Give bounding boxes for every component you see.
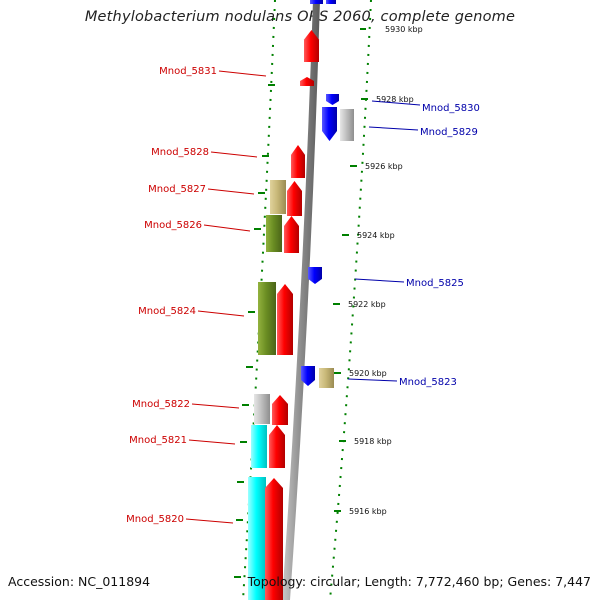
scale-tick-label-5926-kbp: 5926 kbp xyxy=(365,162,403,171)
leader-line-mnod-5820 xyxy=(185,518,234,524)
gene-label-mnod-5825[interactable]: Mnod_5825 xyxy=(406,278,464,289)
top-partial-blue-box xyxy=(310,0,323,4)
gene-label-mnod-5830[interactable]: Mnod_5830 xyxy=(422,103,480,114)
cyan-ortholog-box xyxy=(251,425,267,468)
gene-mnod-5826[interactable] xyxy=(284,216,299,253)
cyan-ortholog-box-2 xyxy=(248,477,266,600)
gene-label-mnod-5828[interactable]: Mnod_5828 xyxy=(151,147,209,158)
gene-label-mnod-5820[interactable]: Mnod_5820 xyxy=(126,514,184,525)
genome-summary-text: Topology: circular; Length: 7,772,460 bp… xyxy=(247,574,591,589)
gene-mnod-5825[interactable] xyxy=(308,267,322,284)
scale-tick-label-5922-kbp: 5922 kbp xyxy=(348,300,386,309)
unlabeled-forward-gene xyxy=(304,30,319,62)
top-partial-blue-box-2 xyxy=(326,0,336,4)
khaki-ortholog-box xyxy=(270,180,286,214)
leader-line-mnod-5831 xyxy=(218,70,267,77)
gene-label-mnod-5831[interactable]: Mnod_5831 xyxy=(159,66,217,77)
page-title: Methylobacterium nodulans ORS 2060, comp… xyxy=(84,9,516,25)
gene-label-mnod-5821[interactable]: Mnod_5821 xyxy=(129,435,187,446)
leader-line-mnod-5824 xyxy=(197,310,245,317)
leader-line-mnod-5826 xyxy=(203,224,251,232)
scale-tick-label-5918-kbp: 5918 kbp xyxy=(354,437,392,446)
gene-mnod-5830[interactable] xyxy=(326,94,339,105)
genome-backbone xyxy=(282,0,320,600)
scale-tick-label-5920-kbp: 5920 kbp xyxy=(349,369,387,378)
gene-mnod-5823[interactable] xyxy=(301,366,315,386)
grey-ortholog-box-2 xyxy=(254,394,270,424)
accession-text: Accession: NC_011894 xyxy=(8,574,151,589)
gene-label-mnod-5823[interactable]: Mnod_5823 xyxy=(399,377,457,388)
gene-mnod-5831[interactable] xyxy=(300,77,314,86)
gene-mnod-5828[interactable] xyxy=(291,145,305,178)
grey-ortholog-box xyxy=(340,109,354,141)
leader-line-mnod-5825 xyxy=(354,278,405,283)
olive-ortholog-box xyxy=(266,215,282,252)
scale-tick-label-5916-kbp: 5916 kbp xyxy=(349,507,387,516)
olive-ortholog-box-2 xyxy=(258,282,276,355)
gene-mnod-5822[interactable] xyxy=(272,395,288,425)
gene-label-mnod-5822[interactable]: Mnod_5822 xyxy=(132,399,190,410)
gene-mnod-5827[interactable] xyxy=(287,181,302,216)
leader-line-mnod-5822 xyxy=(191,403,240,409)
leader-line-mnod-5830 xyxy=(371,100,421,106)
leader-line-mnod-5821 xyxy=(188,439,236,445)
leader-line-mnod-5828 xyxy=(210,151,258,158)
gene-label-mnod-5824[interactable]: Mnod_5824 xyxy=(138,306,196,317)
gene-mnod-5829[interactable] xyxy=(322,107,337,141)
scale-tick-label-5924-kbp: 5924 kbp xyxy=(357,231,395,240)
gene-mnod-5824[interactable] xyxy=(277,284,293,355)
gene-label-mnod-5826[interactable]: Mnod_5826 xyxy=(144,220,202,231)
gene-mnod-5821[interactable] xyxy=(269,425,285,468)
leader-line-mnod-5827 xyxy=(207,188,255,195)
gene-label-mnod-5829[interactable]: Mnod_5829 xyxy=(420,127,478,138)
scale-tick-label-5928-kbp: 5928 kbp xyxy=(376,95,414,104)
scale-tick-label-partial: 5930 kbp xyxy=(385,25,423,34)
gene-label-mnod-5827[interactable]: Mnod_5827 xyxy=(148,184,206,195)
leader-line-mnod-5829 xyxy=(368,126,419,131)
leader-line-mnod-5823 xyxy=(347,378,398,382)
khaki-ortholog-box-2 xyxy=(319,368,334,388)
gene-mnod-5820[interactable] xyxy=(265,478,283,600)
